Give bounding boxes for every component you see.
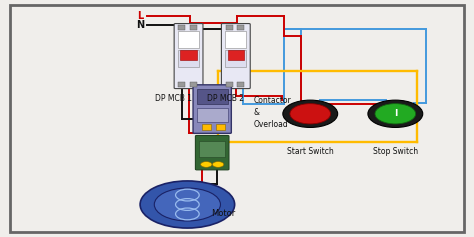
FancyBboxPatch shape <box>221 23 250 89</box>
Bar <box>190 25 197 30</box>
Bar <box>197 108 228 122</box>
Bar <box>178 25 185 30</box>
Text: DP MCB 2: DP MCB 2 <box>207 94 244 103</box>
Circle shape <box>212 162 224 167</box>
Bar <box>216 124 225 130</box>
Bar <box>190 82 197 87</box>
Bar <box>180 50 197 59</box>
Circle shape <box>201 162 212 167</box>
Bar <box>226 82 233 87</box>
Text: Motor: Motor <box>211 210 235 219</box>
Bar <box>237 82 244 87</box>
Bar <box>197 89 228 104</box>
Text: DP MCB 1: DP MCB 1 <box>155 94 191 103</box>
FancyBboxPatch shape <box>193 85 231 133</box>
Circle shape <box>283 100 337 128</box>
Bar <box>199 141 225 157</box>
FancyBboxPatch shape <box>174 23 203 89</box>
FancyBboxPatch shape <box>195 136 229 170</box>
Text: Contactor
&
Overload: Contactor & Overload <box>254 96 292 129</box>
Circle shape <box>290 104 330 124</box>
Text: I: I <box>393 109 397 118</box>
Text: Stop Switch: Stop Switch <box>373 147 418 156</box>
FancyBboxPatch shape <box>10 5 464 232</box>
Circle shape <box>155 188 220 221</box>
Text: L: L <box>137 11 143 21</box>
Bar <box>225 31 246 48</box>
Circle shape <box>368 100 423 128</box>
Bar <box>226 25 233 30</box>
Bar <box>201 124 211 130</box>
Bar <box>178 82 185 87</box>
Bar <box>225 50 246 67</box>
Bar <box>228 50 244 59</box>
Bar <box>178 31 199 48</box>
Circle shape <box>375 104 416 124</box>
Bar <box>237 25 244 30</box>
Circle shape <box>140 181 235 228</box>
Bar <box>178 50 199 67</box>
Text: N: N <box>136 20 144 30</box>
Text: Start Switch: Start Switch <box>287 147 334 156</box>
